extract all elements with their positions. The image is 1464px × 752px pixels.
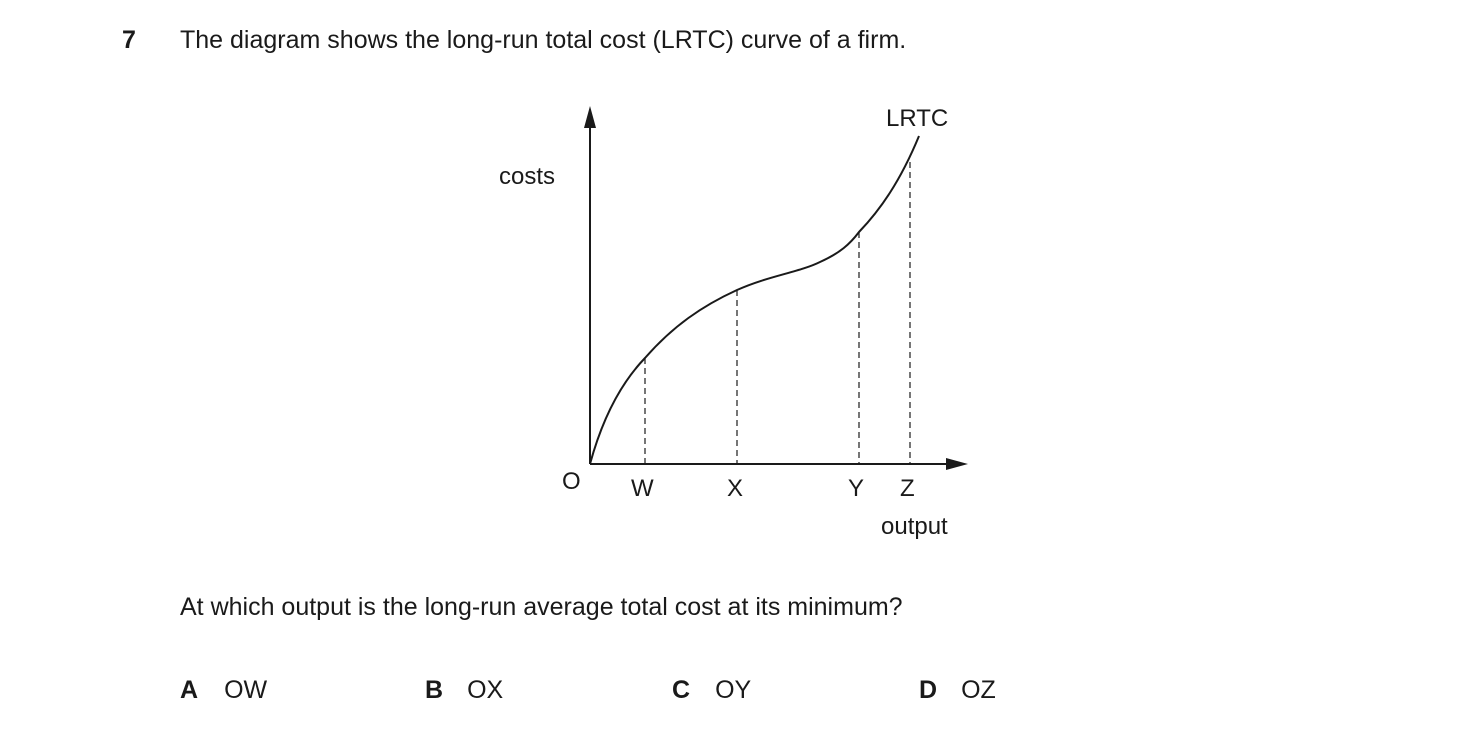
lrtc-curve <box>589 135 920 465</box>
option-a-letter: A <box>180 676 199 704</box>
option-a-value: OW <box>224 676 268 704</box>
point-label-w: W <box>631 475 654 502</box>
option-d[interactable]: D OZ <box>919 674 996 706</box>
option-c-value: OY <box>715 676 752 704</box>
question-number: 7 <box>122 26 136 54</box>
question-prompt: At which output is the long-run average … <box>180 593 903 621</box>
option-b-letter: B <box>425 676 444 704</box>
option-c[interactable]: C OY <box>672 674 751 706</box>
point-label-y: Y <box>848 475 864 502</box>
x-axis-arrowhead <box>946 458 968 470</box>
option-d-letter: D <box>919 676 938 704</box>
option-b[interactable]: B OX <box>425 674 503 706</box>
question-stem: The diagram shows the long-run total cos… <box>180 26 907 54</box>
origin-label: O <box>562 468 581 495</box>
point-label-x: X <box>727 475 743 502</box>
y-axis-label: costs <box>499 163 555 190</box>
point-label-z: Z <box>900 475 915 502</box>
option-b-value: OX <box>467 676 504 704</box>
curve-label: LRTC <box>886 105 948 132</box>
y-axis-arrowhead <box>584 106 596 128</box>
option-c-letter: C <box>672 676 691 704</box>
x-axis-label: output <box>881 513 948 540</box>
option-d-value: OZ <box>961 676 996 704</box>
option-a[interactable]: A OW <box>180 674 267 706</box>
